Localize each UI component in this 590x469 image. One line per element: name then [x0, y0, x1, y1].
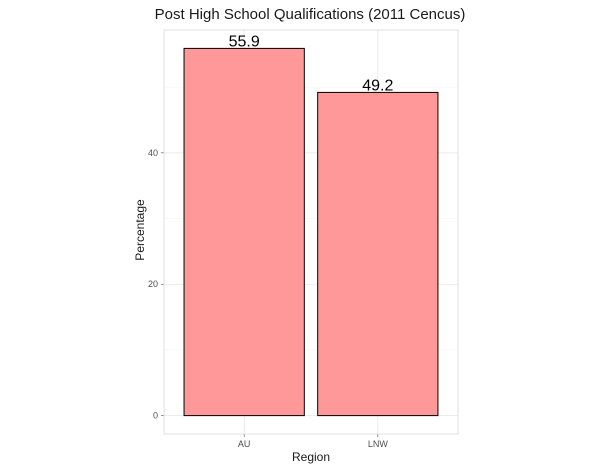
bar-au [183, 47, 305, 417]
data-label-lnw: 49.2 [362, 77, 393, 94]
data-labels: 55.9 49.2 [229, 33, 394, 94]
y-axis-title: Percentage [133, 199, 147, 261]
data-label-au: 55.9 [229, 33, 260, 50]
x-tick-label: LNW [368, 439, 389, 449]
plot-panel-border [163, 29, 459, 435]
y-tick-label: 0 [153, 411, 158, 421]
chart-title: Post High School Qualifications (2011 Ce… [155, 6, 466, 23]
y-tick-label: 20 [148, 279, 158, 289]
x-axis-title: Region [292, 450, 330, 464]
axes: 0 20 40 AU LNW [148, 148, 388, 449]
x-tick-label: AU [238, 439, 251, 449]
bars [183, 47, 439, 417]
bar-lnw [317, 91, 439, 417]
y-tick-label: 40 [148, 148, 158, 158]
